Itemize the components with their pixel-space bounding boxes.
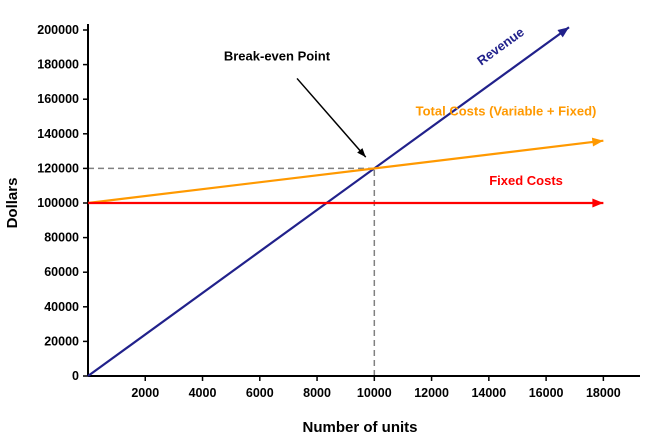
total-costs-label: Total Costs (Variable + Fixed)	[416, 104, 597, 119]
y-tick-label: 200000	[37, 23, 79, 37]
fixed-costs-label: Fixed Costs	[489, 173, 563, 188]
y-tick-label: 120000	[37, 161, 79, 175]
x-tick-label: 2000	[131, 386, 159, 400]
y-tick-label: 60000	[44, 265, 79, 279]
break-even-arrowhead	[357, 148, 366, 158]
x-tick-label: 16000	[529, 386, 564, 400]
y-tick-label: 160000	[37, 92, 79, 106]
y-tick-label: 20000	[44, 334, 79, 348]
y-tick-label: 40000	[44, 300, 79, 314]
x-tick-label: 6000	[246, 386, 274, 400]
revenue-arrowhead	[557, 27, 570, 38]
y-tick-label: 180000	[37, 58, 79, 72]
revenue-line	[87, 26, 570, 377]
total-costs-line	[87, 139, 604, 205]
x-tick-label: 4000	[189, 386, 217, 400]
break-even-arrow-line	[296, 77, 367, 158]
x-tick-label: 12000	[414, 386, 449, 400]
x-tick-label: 18000	[586, 386, 621, 400]
break-even-label: Break-even Point	[224, 48, 331, 63]
y-tick-label: 100000	[37, 196, 79, 210]
fixed-costs-arrowhead	[592, 198, 604, 208]
x-tick-label: 10000	[357, 386, 392, 400]
total-costs-arrowhead	[591, 137, 604, 147]
y-tick-label: 140000	[37, 127, 79, 141]
x-axis-title: Number of units	[303, 419, 418, 436]
x-tick-label: 14000	[471, 386, 506, 400]
plot-layer: 0 20000 40000 60000 80000 100000 120000 140000 1…	[37, 23, 640, 400]
y-tick-label: 0	[72, 369, 79, 383]
y-axis-title: Dollars	[4, 178, 21, 229]
y-tick-label: 80000	[44, 231, 79, 245]
revenue-label: Revenue	[474, 24, 527, 68]
x-tick-label: 8000	[303, 386, 331, 400]
